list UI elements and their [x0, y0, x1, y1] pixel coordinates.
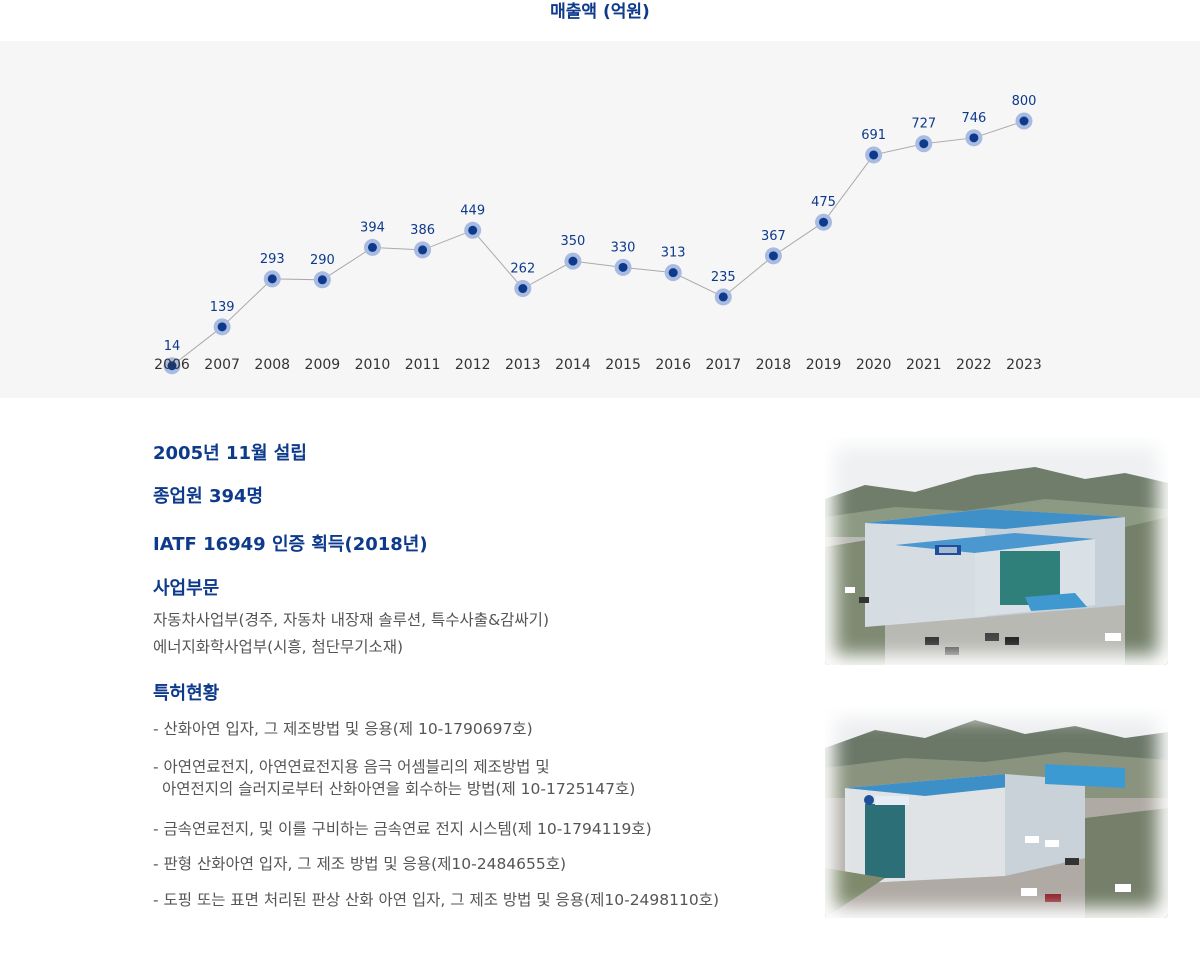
data-point[interactable] [367, 242, 377, 252]
data-point[interactable] [1019, 116, 1029, 126]
business-title: 사업부문 [153, 578, 220, 599]
fact-founded: 2005년 11월 설립 [153, 443, 307, 464]
fact-employees: 종업원 394명 [153, 486, 264, 507]
data-label: 746 [961, 111, 986, 126]
data-label: 386 [410, 223, 435, 238]
data-label: 475 [811, 195, 836, 210]
data-label: 800 [1012, 94, 1037, 109]
x-tick-label: 2019 [806, 357, 842, 373]
data-point[interactable] [167, 361, 177, 371]
data-label: 313 [661, 246, 686, 261]
data-label: 330 [611, 240, 636, 255]
x-tick-label: 2012 [455, 357, 491, 373]
patent-text: - 판형 산화아연 입자, 그 제조 방법 및 응용(제10-2484655호) [153, 855, 567, 873]
data-point[interactable] [768, 251, 778, 261]
patent-item: - 판형 산화아연 입자, 그 제조 방법 및 응용(제10-2484655호) [153, 853, 566, 875]
x-tick-label: 2010 [355, 357, 391, 373]
data-point[interactable] [217, 322, 227, 332]
data-point[interactable] [668, 268, 678, 278]
data-point[interactable] [819, 217, 829, 227]
data-label: 394 [360, 220, 385, 235]
series-line [171, 120, 1025, 367]
x-tick-label: 2016 [655, 357, 691, 373]
x-tick-label: 2006 [154, 357, 190, 373]
sales-line-chart: 14 2006 139 2007 293 2008 290 2009 394 2010 386 201… [154, 94, 1042, 375]
x-tick-label: 2017 [705, 357, 741, 373]
data-label: 350 [561, 234, 586, 249]
x-tick-label: 2020 [856, 357, 892, 373]
data-point[interactable] [568, 256, 578, 266]
data-point[interactable] [468, 225, 478, 235]
data-point[interactable] [919, 139, 929, 149]
factory-photo-gyeongju [825, 437, 1168, 665]
patent-text: - 산화아연 입자, 그 제조방법 및 응용(제 10-1790697호) [153, 720, 533, 738]
patent-text-continued: 아연전지의 슬러지로부터 산화아연을 회수하는 방법(제 10-1725147호… [162, 780, 636, 798]
patent-text: - 도핑 또는 표면 처리된 판상 산화 아연 입자, 그 제조 방법 및 응용… [153, 891, 720, 909]
data-point[interactable] [267, 274, 277, 284]
data-label: 293 [260, 252, 285, 267]
x-tick-label: 2011 [405, 357, 441, 373]
data-label: 139 [210, 300, 235, 315]
data-point[interactable] [618, 262, 628, 272]
x-tick-label: 2007 [204, 357, 240, 373]
patent-item: - 산화아연 입자, 그 제조방법 및 응용(제 10-1790697호) [153, 718, 533, 740]
patent-item: - 아연연료전지, 아연연료전지용 음극 어셈블리의 제조방법 및 아연전지의 … [153, 756, 635, 800]
x-tick-label: 2013 [505, 357, 541, 373]
data-label: 290 [310, 253, 335, 268]
data-point[interactable] [317, 275, 327, 285]
data-point[interactable] [418, 245, 428, 255]
fact-certification: IATF 16949 인증 획득(2018년) [153, 534, 428, 555]
x-tick-label: 2022 [956, 357, 992, 373]
data-point[interactable] [518, 284, 528, 294]
business-line: 자동차사업부(경주, 자동차 내장재 솔루션, 특수사출&감싸기) [153, 611, 549, 629]
data-label: 367 [761, 229, 786, 244]
data-point[interactable] [869, 150, 879, 160]
data-label: 691 [861, 128, 886, 143]
x-tick-label: 2018 [756, 357, 792, 373]
data-label: 449 [460, 203, 485, 218]
x-tick-label: 2009 [305, 357, 341, 373]
x-tick-label: 2008 [254, 357, 290, 373]
patent-item: - 금속연료전지, 및 이를 구비하는 금속연료 전지 시스템(제 10-179… [153, 818, 652, 840]
data-label: 262 [510, 262, 535, 277]
business-line: 에너지화학사업부(시흥, 첨단무기소재) [153, 638, 404, 656]
data-point[interactable] [969, 133, 979, 143]
patent-item: - 도핑 또는 표면 처리된 판상 산화 아연 입자, 그 제조 방법 및 응용… [153, 889, 719, 911]
data-label: 14 [164, 339, 181, 354]
data-label: 235 [711, 270, 736, 285]
x-tick-label: 2015 [605, 357, 641, 373]
x-tick-label: 2021 [906, 357, 942, 373]
patents-title: 특허현황 [153, 683, 220, 704]
x-tick-label: 2014 [555, 357, 591, 373]
patent-text: - 금속연료전지, 및 이를 구비하는 금속연료 전지 시스템(제 10-179… [153, 820, 652, 838]
data-label: 727 [911, 117, 936, 132]
patent-text: - 아연연료전지, 아연연료전지용 음극 어셈블리의 제조방법 및 [153, 758, 550, 776]
factory-photo-siheung [825, 708, 1168, 918]
chart-panel: 14 2006 139 2007 293 2008 290 2009 394 2010 386 201… [0, 41, 1200, 398]
x-tick-label: 2023 [1006, 357, 1042, 373]
data-point[interactable] [718, 292, 728, 302]
chart-title: 매출액 (억원) [550, 2, 650, 22]
